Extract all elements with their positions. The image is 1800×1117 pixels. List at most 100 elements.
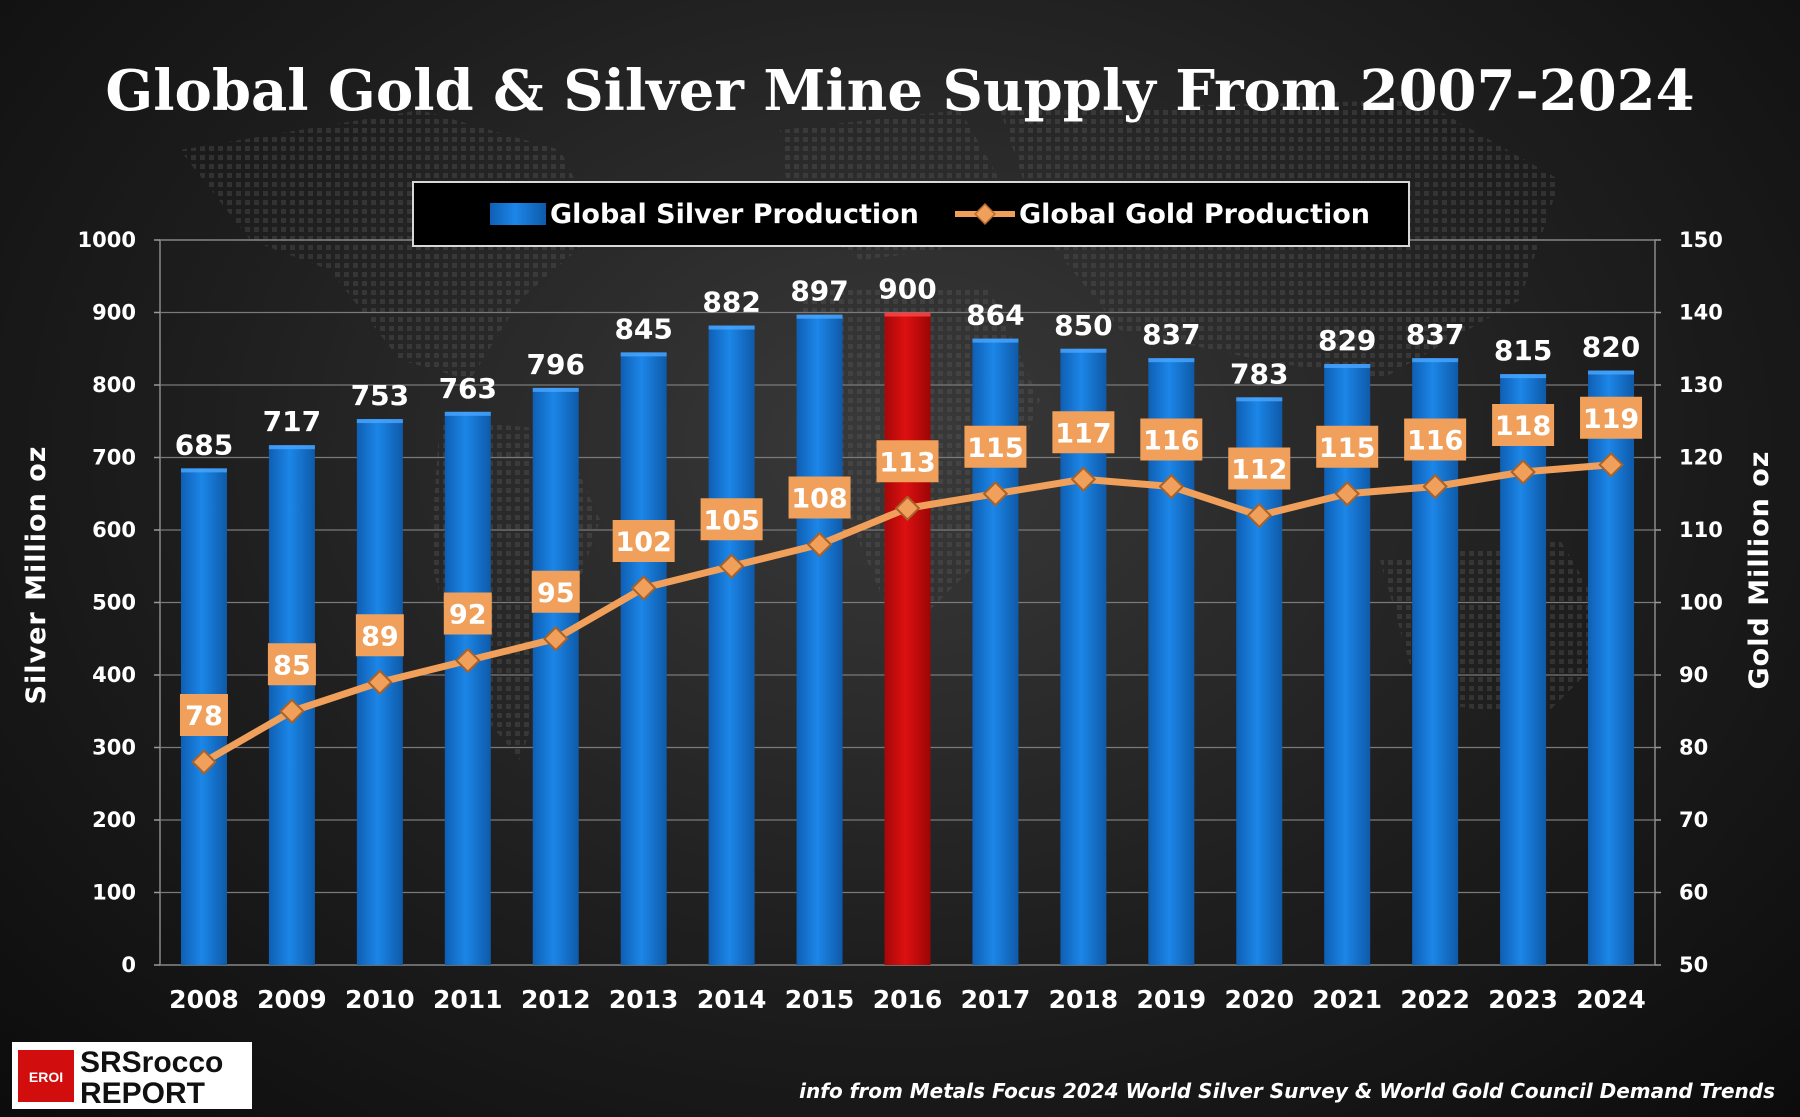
left-tick-label: 100 — [92, 881, 136, 905]
gold-data-label: 95 — [537, 578, 575, 609]
gold-point — [279, 698, 305, 724]
gold-data-label: 102 — [615, 527, 671, 558]
silver-bar-top-edge — [1236, 397, 1283, 402]
gold-label-box — [1492, 404, 1555, 446]
gold-label-box — [443, 592, 492, 635]
left-tick-label: 600 — [92, 518, 136, 542]
silver-bar — [708, 325, 755, 965]
x-axis-label: 2009 — [257, 985, 327, 1014]
x-axis-label: 2018 — [1049, 985, 1119, 1014]
silver-bar-top-edge — [708, 325, 755, 330]
x-axis-label: 2023 — [1488, 985, 1558, 1014]
silver-bar-top-edge — [1148, 358, 1195, 363]
logo-line2: REPORT — [80, 1077, 205, 1110]
right-tick-label: 140 — [1679, 301, 1723, 325]
silver-bar-top-edge — [972, 338, 1019, 343]
silver-bar-label: 900 — [878, 273, 936, 306]
srsrocco-logo: EROI SRSrocco REPORT — [12, 1042, 252, 1110]
gold-data-label: 118 — [1495, 411, 1551, 442]
left-tick-label: 400 — [92, 663, 136, 687]
x-axis-label: 2021 — [1312, 985, 1382, 1014]
gold-data-label: 105 — [703, 505, 759, 536]
silver-bar-label: 717 — [263, 405, 321, 438]
gold-data-label: 89 — [361, 621, 399, 652]
right-tick-label: 50 — [1679, 953, 1708, 977]
gold-label-box — [788, 476, 851, 519]
silver-bar-top-edge — [180, 468, 227, 473]
gold-point — [1598, 452, 1624, 478]
silver-bar-label: 829 — [1318, 324, 1376, 357]
silver-bar-label: 753 — [351, 379, 409, 412]
gold-point — [894, 495, 921, 521]
gold-data-label: 117 — [1055, 418, 1111, 449]
gold-data-label: 119 — [1583, 404, 1639, 435]
gold-data-label: 115 — [1319, 433, 1375, 464]
silver-bar-label: 864 — [966, 299, 1024, 332]
x-axis-label: 2024 — [1576, 985, 1646, 1014]
gold-label-box — [355, 614, 404, 657]
logo-badge-text: EROI — [29, 1069, 63, 1085]
gold-point — [806, 531, 833, 558]
x-axis-label: 2014 — [697, 985, 767, 1014]
gold-data-label: 78 — [185, 701, 223, 732]
gold-data-label: 115 — [967, 433, 1023, 464]
x-axis-label: 2020 — [1224, 985, 1294, 1014]
silver-bar-top-edge — [620, 352, 667, 357]
legend-gold-label: Global Gold Production — [1019, 199, 1370, 230]
gold-label-box — [179, 694, 228, 736]
left-axis-ticks: 0 100 200 300 400 500 600 700 800 900 1000 — [78, 228, 160, 977]
x-axis-labels: 2008 2009 2010 2011 2012 2013 2014 2015 2016 2017… — [169, 985, 1646, 1014]
silver-bar — [532, 387, 579, 965]
right-axis-ticks: 50 60 70 80 90 100 110 120 130 140 150 — [1655, 228, 1723, 977]
x-axis-label: 2013 — [609, 985, 679, 1014]
silver-bar-top-edge — [884, 312, 931, 317]
gold-label-box — [1052, 411, 1115, 454]
right-tick-label: 100 — [1679, 591, 1723, 615]
silver-bar — [1236, 397, 1283, 965]
silver-bar-label: 796 — [527, 348, 585, 381]
gold-data-label: 116 — [1143, 426, 1199, 457]
silver-bar — [620, 352, 667, 965]
gold-point — [718, 553, 745, 579]
right-tick-label: 70 — [1679, 808, 1708, 832]
right-tick-label: 130 — [1679, 373, 1723, 397]
gold-point — [982, 481, 1009, 507]
legend-silver-label: Global Silver Production — [550, 199, 919, 230]
gold-point — [1158, 473, 1185, 500]
silver-bar-label: 685 — [175, 428, 233, 461]
left-tick-label: 1000 — [78, 228, 136, 252]
silver-bar-top-edge — [532, 387, 579, 392]
silver-bar-top-edge — [1324, 363, 1371, 368]
gold-point — [1510, 459, 1536, 485]
right-tick-label: 60 — [1679, 881, 1708, 905]
x-axis-label: 2008 — [169, 985, 239, 1014]
x-axis-label: 2016 — [873, 985, 943, 1014]
gold-label-box — [1316, 425, 1379, 468]
gold-point — [367, 669, 393, 695]
gold-data-label: 113 — [879, 447, 935, 478]
right-tick-label: 120 — [1679, 446, 1723, 470]
left-tick-label: 300 — [92, 736, 136, 760]
x-axis-label: 2017 — [961, 985, 1031, 1014]
silver-bar-label: 820 — [1582, 331, 1640, 364]
logo-badge — [18, 1050, 74, 1102]
gold-label-box — [964, 425, 1027, 468]
left-tick-label: 500 — [92, 591, 136, 615]
left-tick-label: 900 — [92, 301, 136, 325]
gold-point — [630, 575, 657, 601]
gold-label-box — [612, 520, 675, 562]
x-axis-label: 2010 — [345, 985, 415, 1014]
gold-label-box — [700, 498, 763, 541]
x-axis-label: 2022 — [1400, 985, 1470, 1014]
silver-bar — [796, 314, 843, 965]
silver-bar-top-edge — [796, 314, 843, 319]
silver-bar-top-edge — [444, 411, 491, 416]
right-tick-label: 80 — [1679, 736, 1708, 760]
silver-bar-label: 815 — [1494, 334, 1552, 367]
gold-data-label: 85 — [273, 650, 311, 681]
gold-data-label: 108 — [791, 484, 847, 515]
silver-bar-labels: 685 717 753 763 796 845 882 897 900 864 850 837 783 8… — [175, 273, 1641, 462]
gold-label-box — [876, 440, 939, 483]
legend-silver-swatch — [490, 203, 546, 225]
